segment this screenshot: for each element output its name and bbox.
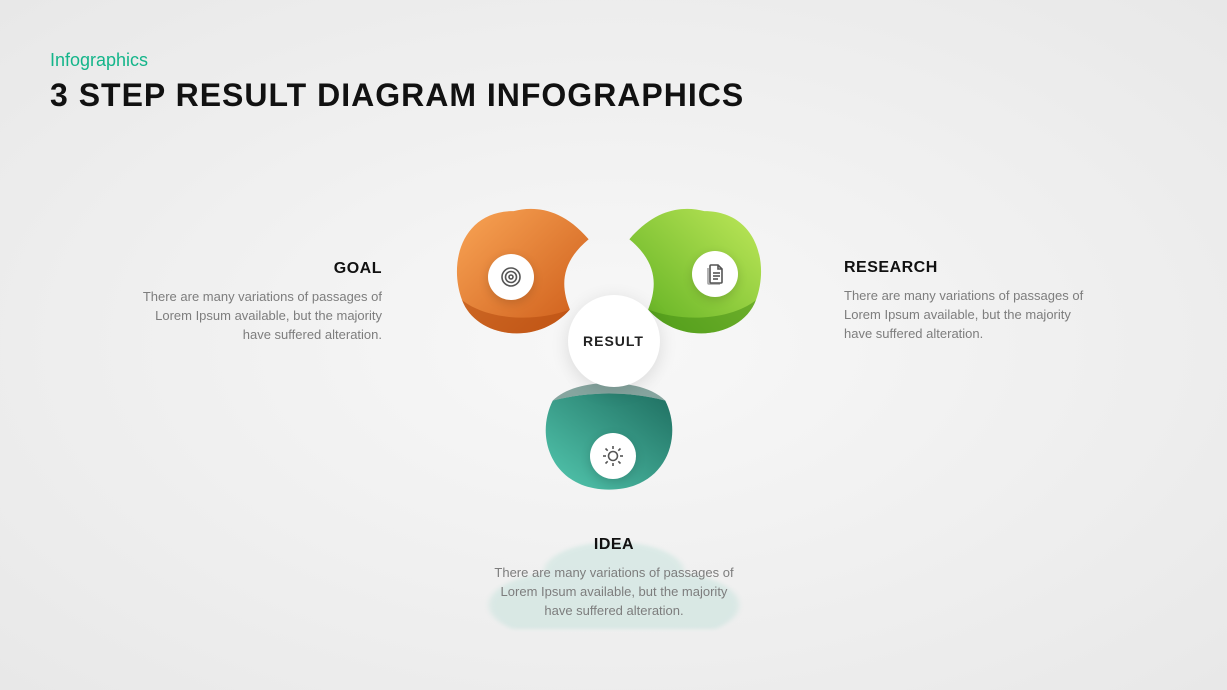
- subtitle: Infographics: [50, 50, 744, 71]
- center-label: RESULT: [583, 333, 644, 349]
- idea-body: There are many variations of passages of…: [494, 564, 734, 621]
- research-heading: RESEARCH: [844, 259, 1084, 277]
- research-text-block: RESEARCH There are many variations of pa…: [844, 259, 1084, 344]
- goal-icon-circle: [488, 254, 534, 300]
- center-circle: RESULT: [568, 295, 660, 387]
- idea-icon-circle: [590, 433, 636, 479]
- header: Infographics 3 STEP RESULT DIAGRAM INFOG…: [50, 50, 744, 114]
- goal-body: There are many variations of passages of…: [142, 288, 382, 345]
- target-icon: [499, 265, 523, 289]
- idea-heading: IDEA: [494, 536, 734, 554]
- document-icon: [703, 262, 727, 286]
- idea-text-block: IDEA There are many variations of passag…: [494, 536, 734, 621]
- diagram-stage: RESULT: [454, 209, 774, 509]
- research-body: There are many variations of passages of…: [844, 287, 1084, 344]
- goal-text-block: GOAL There are many variations of passag…: [142, 260, 382, 345]
- page-title: 3 STEP RESULT DIAGRAM INFOGRAPHICS: [50, 77, 744, 114]
- research-icon-circle: [692, 251, 738, 297]
- lightbulb-icon: [601, 444, 625, 468]
- goal-heading: GOAL: [142, 260, 382, 278]
